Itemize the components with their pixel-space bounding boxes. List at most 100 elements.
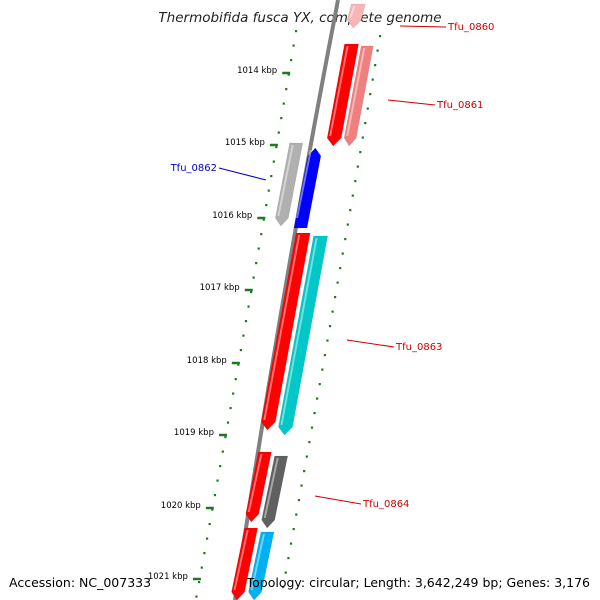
tick-dot: [313, 412, 316, 415]
tick-dot: [339, 267, 342, 270]
gene-label-tfu-0863[interactable]: Tfu_0863: [395, 342, 442, 353]
tick-dot: [284, 571, 287, 574]
gene-callout-line: [346, 339, 395, 348]
gene-lower-right-block: [248, 531, 275, 600]
gene-highlight: [280, 238, 318, 425]
kbp-label: 1014 kbp: [237, 66, 277, 76]
tick-dot: [378, 35, 382, 38]
gene-tfu-0860-block: [346, 3, 366, 29]
gene-label-tfu-0860[interactable]: Tfu_0860: [447, 22, 494, 33]
tick-dot: [211, 508, 214, 511]
tick-dot: [277, 131, 280, 134]
gene-label-tfu-0861[interactable]: Tfu_0861: [436, 100, 483, 111]
tick-dot: [244, 320, 248, 323]
tick-dot: [239, 349, 242, 352]
tick-dot: [289, 542, 293, 545]
gene-callout-line: [314, 495, 362, 505]
tick-dot: [328, 325, 332, 328]
kbp-label: 1019 kbp: [174, 428, 214, 438]
kbp-label: 1020 kbp: [161, 501, 201, 511]
tick-dot: [364, 122, 367, 125]
gene-label-tfu-0862[interactable]: Tfu_0862: [170, 163, 217, 174]
gene-highlight: [349, 6, 356, 18]
gene-callout-line: [218, 167, 267, 181]
tick-dot: [257, 247, 260, 250]
kbp-label: 1018 kbp: [187, 356, 227, 366]
kbp-label: 1016 kbp: [212, 211, 252, 221]
accession-text: Accession: NC_007333: [9, 575, 152, 590]
tick-dot: [208, 523, 211, 526]
tick-dot: [237, 363, 240, 366]
kbp-labels: 1014 kbp 1015 kbp 1016 kbp 1017 kbp 1018 kbp…: [148, 66, 291, 582]
tick-dot: [250, 291, 253, 294]
tick-dot: [346, 223, 349, 226]
tick-dot: [255, 262, 258, 265]
tick-dot: [213, 494, 217, 497]
tick-dot: [308, 441, 311, 444]
gene-callout-line: [387, 99, 436, 106]
tick-dot: [334, 296, 337, 299]
tick-dot: [321, 368, 324, 371]
tick-dot: [221, 450, 224, 453]
gene-highlight: [263, 458, 279, 518]
tick-dot: [331, 310, 334, 313]
tick-dot: [198, 581, 201, 584]
tick-dot: [282, 102, 285, 105]
tick-dot: [366, 107, 369, 110]
tick-dot: [318, 383, 321, 386]
tick-dot: [310, 426, 314, 429]
gene-track: [231, 3, 374, 600]
gene-label-tfu-0864[interactable]: Tfu_0864: [362, 499, 409, 510]
tick-dot: [252, 276, 255, 279]
tick-dot: [224, 436, 227, 439]
tick-dot: [287, 557, 290, 560]
gene-lower-left-block: [231, 527, 259, 600]
tick-dot: [303, 470, 306, 473]
gene-tfu-0864-right-block: [261, 455, 289, 529]
tick-dot: [219, 465, 222, 468]
tick-dot: [200, 566, 203, 569]
gene-tick-track: [282, 35, 382, 589]
tick-dot: [285, 88, 288, 91]
tick-dot: [282, 586, 285, 589]
tick-dot: [356, 165, 359, 168]
tick-dot: [341, 252, 344, 255]
gene-highlight: [296, 150, 312, 218]
tick-dot: [226, 421, 230, 424]
genome-summary-text: Topology: circular; Length: 3,642,249 bp…: [246, 575, 590, 590]
tick-dot: [294, 30, 298, 33]
gene-highlight: [277, 145, 294, 216]
tick-dot: [354, 180, 357, 183]
kbp-label: 1017 kbp: [200, 283, 240, 293]
kbp-label: 1021 kbp: [148, 572, 188, 582]
gene-tfu-0862-right-block: [293, 147, 322, 229]
tick-dot: [205, 537, 209, 540]
tick-dot: [260, 233, 263, 236]
tick-dot: [234, 378, 237, 381]
tick-dot: [280, 117, 283, 120]
gene-highlight: [263, 235, 301, 420]
kbp-tick-track: [195, 30, 298, 598]
gene-tfu-0861-right-block: [343, 45, 374, 147]
tick-dot: [351, 194, 354, 197]
tick-dot: [297, 499, 301, 502]
tick-dot: [374, 64, 377, 67]
gene-highlight: [346, 48, 366, 136]
tick-dot: [336, 281, 339, 284]
gene-callouts: Tfu_0860 Tfu_0861 Tfu_0862 Tfu_0863 Tfu_0864: [170, 22, 495, 510]
tick-dot: [292, 528, 295, 531]
tick-dot: [270, 175, 273, 178]
tick-dot: [287, 73, 290, 76]
gene-highlight: [329, 46, 349, 136]
gene-tfu-0861-left-block: [326, 43, 359, 147]
tick-dot: [292, 44, 295, 47]
genome-title: Thermobifida fusca YX, complete genome: [158, 10, 442, 26]
tick-dot: [323, 354, 326, 357]
tick-dot: [295, 513, 298, 516]
tick-dot: [272, 160, 275, 163]
gene-tfu-0862-left-block: [275, 142, 304, 227]
tick-dot: [376, 49, 379, 52]
tick-dot: [267, 189, 270, 192]
tick-dot: [371, 78, 374, 81]
